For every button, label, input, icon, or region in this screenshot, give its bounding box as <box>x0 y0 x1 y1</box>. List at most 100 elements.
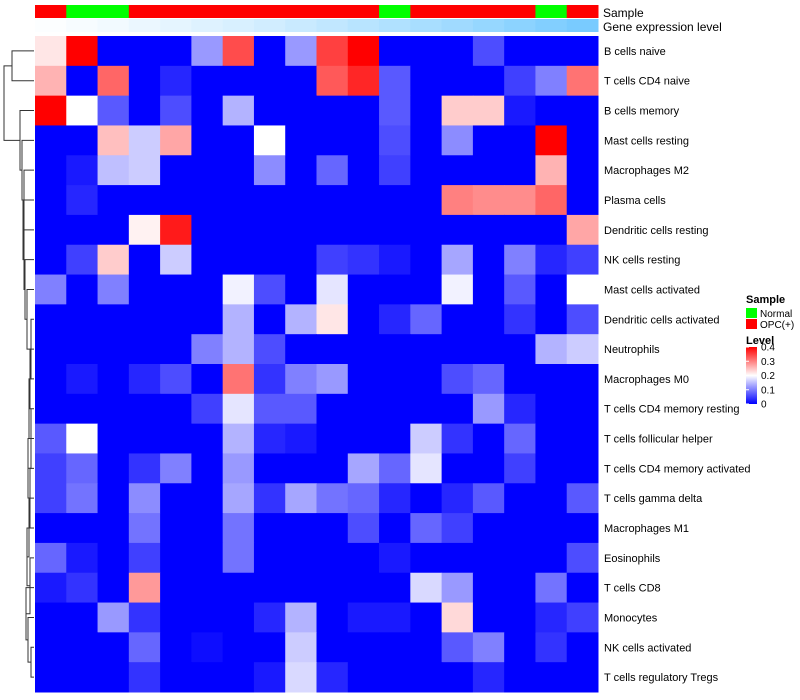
row-label: T cells regulatory Tregs <box>604 672 719 684</box>
heatmap-cell <box>316 95 349 126</box>
heatmap-cell <box>535 125 568 156</box>
heatmap-cell <box>535 483 568 514</box>
row-label: NK cells resting <box>604 255 680 267</box>
heatmap-cell <box>128 513 161 544</box>
heatmap-cell <box>347 65 380 97</box>
heatmap-cell <box>504 155 536 186</box>
heatmap-cell <box>97 304 130 335</box>
heatmap-cell <box>97 214 130 246</box>
heatmap-cell <box>128 36 161 67</box>
legend-swatch-normal <box>746 308 757 318</box>
heatmap-cell <box>316 65 349 97</box>
heatmap-cell <box>35 393 67 425</box>
heatmap-cell <box>504 364 536 395</box>
level-legend: Level 0.4 0.3 0.2 0.1 0 <box>746 335 775 411</box>
gene-expression-annotation-cell <box>566 19 599 32</box>
heatmap-cell <box>410 513 443 544</box>
level-colorbar <box>746 347 757 404</box>
heatmap-cell <box>535 393 568 425</box>
heatmap-cell <box>160 36 192 67</box>
heatmap-cell <box>316 125 349 156</box>
heatmap-cell <box>160 393 192 425</box>
heatmap-cell <box>379 632 411 663</box>
heatmap-cell <box>97 423 130 454</box>
heatmap-cell <box>379 334 411 365</box>
gene-expression-annotation-cell <box>66 19 99 32</box>
heatmap-cell <box>35 542 67 574</box>
heatmap-cell <box>35 185 67 216</box>
heatmap-cell <box>253 483 286 514</box>
heatmap-cell <box>253 36 286 67</box>
heatmap-cell <box>222 453 255 484</box>
heatmap-cell <box>128 483 161 514</box>
heatmap-cell <box>535 65 568 97</box>
heatmap-cell <box>35 602 67 633</box>
heatmap-cell <box>160 125 192 156</box>
heatmap-cell <box>441 214 474 246</box>
heatmap-cell <box>97 125 130 156</box>
heatmap-cell <box>128 423 161 454</box>
heatmap-cell <box>347 155 380 186</box>
heatmap-cell <box>504 632 536 663</box>
heatmap-cell <box>379 453 411 484</box>
heatmap-cell <box>66 393 99 425</box>
heatmap-cell <box>285 36 317 67</box>
heatmap-cell <box>191 304 224 335</box>
heatmap-cell <box>316 274 349 305</box>
heatmap-cell <box>347 244 380 276</box>
heatmap-cell <box>535 95 568 126</box>
heatmap-cell <box>253 393 286 425</box>
heatmap-cell <box>379 423 411 454</box>
heatmap-cell <box>379 662 411 693</box>
row-label: Dendritic cells resting <box>604 225 709 237</box>
heatmap-cell <box>441 393 474 425</box>
sample-annotation-cell <box>347 5 380 18</box>
heatmap-cell <box>566 393 599 425</box>
heatmap-cell <box>66 513 99 544</box>
row-label: T cells follicular helper <box>604 434 713 446</box>
sample-annotation-cell <box>35 5 67 18</box>
heatmap-cell <box>379 572 411 604</box>
heatmap-cell <box>253 214 286 246</box>
heatmap-cell <box>66 572 99 604</box>
heatmap-cell <box>66 453 99 484</box>
heatmap-cell <box>472 453 505 484</box>
heatmap-cell <box>285 572 317 604</box>
heatmap-cell <box>66 483 99 514</box>
heatmap-cell <box>441 423 474 454</box>
heatmap-cell <box>253 125 286 156</box>
heatmap-cell <box>566 483 599 514</box>
legend-label-normal: Normal <box>760 309 792 320</box>
heatmap-cell <box>222 393 255 425</box>
heatmap-cell <box>504 662 536 693</box>
heatmap-cell <box>347 423 380 454</box>
heatmap-cell <box>535 214 568 246</box>
gene-expression-annotation-cell <box>535 19 568 32</box>
heatmap-cell <box>504 513 536 544</box>
sample-legend: Sample Normal OPC(+) <box>746 294 794 331</box>
heatmap-cell <box>379 155 411 186</box>
heatmap-cell <box>35 632 67 663</box>
heatmap-cell <box>566 542 599 574</box>
heatmap-cell <box>410 572 443 604</box>
row-label: Neutrophils <box>604 344 660 356</box>
heatmap-cell <box>160 453 192 484</box>
heatmap-cell <box>535 572 568 604</box>
heatmap-cell <box>347 542 380 574</box>
heatmap-cell <box>535 542 568 574</box>
heatmap-cell <box>316 155 349 186</box>
sample-annotation-cell <box>66 5 99 18</box>
heatmap-cell <box>97 185 130 216</box>
heatmap-cell <box>504 125 536 156</box>
heatmap-cell <box>191 572 224 604</box>
heatmap-cell <box>535 602 568 633</box>
heatmap-cell <box>128 542 161 574</box>
heatmap-cell <box>347 334 380 365</box>
heatmap-cell <box>253 65 286 97</box>
heatmap-cell <box>316 662 349 693</box>
heatmap-cell <box>222 125 255 156</box>
heatmap-cell <box>97 65 130 97</box>
gene-expression-annotation-cell <box>379 19 411 32</box>
sample-annotation-cell <box>97 5 130 18</box>
gene-expression-annotation-cell <box>160 19 192 32</box>
